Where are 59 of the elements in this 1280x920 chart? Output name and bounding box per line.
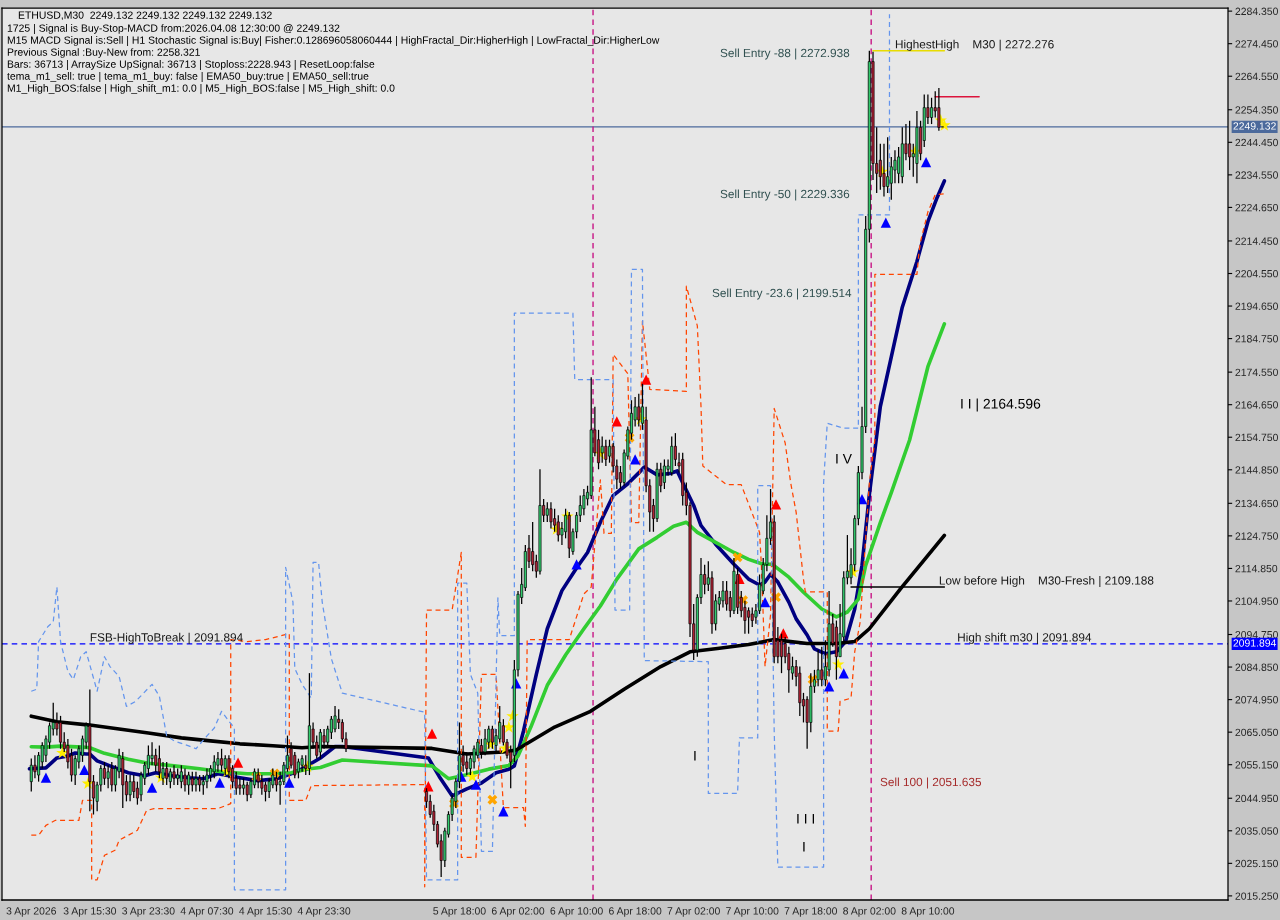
- ref-line-label: 2249.132: [1233, 122, 1276, 130]
- x-tick-label: 4 Apr 15:30: [239, 907, 292, 917]
- y-tick-label: 2254.350: [1235, 106, 1278, 114]
- x-tick-label: 3 Apr 15:30: [63, 907, 117, 917]
- y-tick-label: 2154.750: [1235, 433, 1278, 442]
- annotation: I: [803, 842, 805, 852]
- annotation: High shift m30 | 2091.894: [958, 632, 1092, 644]
- y-tick-label: 2094.750: [1235, 631, 1278, 639]
- y-tick-label: 2134.650: [1235, 499, 1278, 508]
- y-tick-label: 2084.850: [1235, 663, 1278, 671]
- x-tick-label: 8 Apr 02:00: [843, 907, 896, 917]
- annotation: I I | 2164.596: [961, 398, 1041, 412]
- chart-title: ETHUSD,M30 2249.132 2249.132 2249.132 2249.132: [18, 11, 272, 21]
- x-tick-label: 4 Apr 23:30: [297, 907, 351, 917]
- y-tick-label: 2184.750: [1235, 335, 1278, 343]
- y-tick-label: 2144.850: [1235, 466, 1278, 474]
- x-tick-label: 8 Apr 10:00: [901, 907, 955, 917]
- y-tick-label: 2015.250: [1235, 892, 1278, 900]
- annotation: FSB-HighToBreak | 2091.894: [90, 632, 243, 644]
- y-tick-label: 2055.150: [1235, 761, 1278, 769]
- y-tick-label: 2284.350: [1235, 7, 1278, 15]
- annotation: I V: [836, 454, 852, 464]
- y-tick-label: 2204.550: [1235, 270, 1278, 278]
- annotation: Sell Entry -50 | 2229.336: [720, 189, 850, 201]
- annotation: Sell Entry -88 | 2272.938: [720, 48, 850, 60]
- y-tick-label: 2174.550: [1235, 368, 1278, 377]
- x-tick-label: 5 Apr 18:00: [433, 907, 486, 917]
- x-tick-label: 4 Apr 07:30: [180, 907, 234, 917]
- y-tick-label: 2214.450: [1235, 237, 1278, 245]
- y-tick-label: 2114.850: [1235, 564, 1278, 573]
- y-tick-label: 2234.550: [1235, 171, 1278, 179]
- y-tick-label: 2074.950: [1235, 696, 1278, 704]
- y-tick-label: 2264.550: [1235, 72, 1278, 81]
- y-tick-label: 2124.750: [1235, 532, 1278, 540]
- y-tick-label: 2224.650: [1235, 203, 1278, 212]
- y-tick-label: 2104.950: [1235, 597, 1278, 605]
- annotation: I I I: [797, 814, 815, 824]
- y-tick-label: 2025.150: [1235, 859, 1278, 868]
- y-tick-label: 2044.950: [1235, 794, 1278, 803]
- annotation: Sell 100 | 2051.635: [880, 777, 982, 789]
- y-tick-label: 2274.450: [1235, 40, 1278, 48]
- y-tick-label: 2035.050: [1235, 827, 1278, 835]
- y-tick-label: 2164.650: [1235, 401, 1278, 409]
- annotation: I: [694, 751, 696, 761]
- y-tick-label: 2065.050: [1235, 728, 1278, 737]
- annotation: Low before High M30-Fresh | 2109.188: [939, 575, 1154, 588]
- x-tick-label: 6 Apr 10:00: [550, 907, 603, 917]
- annotation: Sell Entry -23.6 | 2199.514: [712, 288, 852, 300]
- y-tick-label: 2194.650: [1235, 302, 1278, 310]
- x-tick-label: 6 Apr 18:00: [609, 907, 662, 917]
- y-tick-label: 2244.450: [1235, 138, 1278, 147]
- x-tick-label: 7 Apr 10:00: [726, 907, 779, 917]
- annotation: HighestHigh M30 | 2272.276: [895, 39, 1054, 51]
- x-tick-label: 3 Apr 23:30: [122, 907, 175, 917]
- ref-line-label: 2091.894: [1233, 639, 1277, 647]
- x-tick-label: 3 Apr 2026: [6, 907, 57, 917]
- x-tick-label: 7 Apr 02:00: [667, 907, 720, 917]
- x-tick-label: 7 Apr 18:00: [784, 907, 838, 917]
- x-tick-label: 6 Apr 02:00: [491, 907, 545, 917]
